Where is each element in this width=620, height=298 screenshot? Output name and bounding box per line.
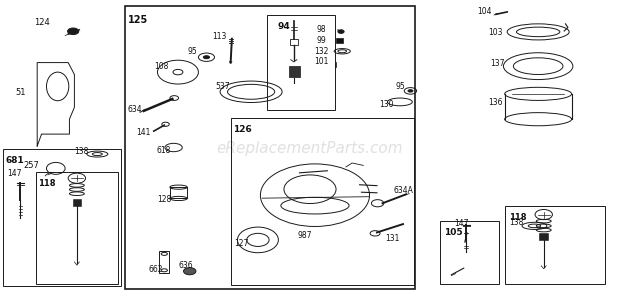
Text: 51: 51 [16,88,26,97]
Bar [159,251,169,273]
Text: 136: 136 [489,98,503,107]
Bar [336,38,343,43]
Text: 130: 130 [379,100,394,109]
Bar [290,39,298,45]
Text: 104: 104 [477,7,492,16]
Bar [231,118,414,285]
Text: 138: 138 [74,147,89,156]
Text: 95: 95 [187,47,197,56]
Text: 94: 94 [278,22,291,31]
Text: 108: 108 [154,62,168,71]
Ellipse shape [68,28,79,35]
Text: 105: 105 [444,228,463,237]
Text: 128: 128 [157,195,172,204]
Text: eReplacementParts.com: eReplacementParts.com [216,142,404,156]
Text: 99: 99 [316,36,326,45]
Text: 132: 132 [314,47,328,56]
Text: 147: 147 [7,169,22,178]
Bar [539,233,548,240]
Text: 634: 634 [127,105,142,114]
Ellipse shape [203,56,210,59]
Text: 98: 98 [316,25,326,34]
Bar [73,199,81,206]
Ellipse shape [338,30,344,33]
Text: 681: 681 [6,156,24,165]
Text: 103: 103 [489,28,503,37]
Bar [505,206,604,284]
Text: 95: 95 [396,82,405,91]
Text: 127: 127 [234,239,249,248]
Text: 257: 257 [24,162,40,170]
Text: 126: 126 [233,125,252,134]
Bar [3,149,121,286]
Bar [170,187,187,198]
Text: 662: 662 [149,265,163,274]
Bar [267,15,335,110]
Text: 636: 636 [179,261,193,270]
Text: 101: 101 [314,57,328,66]
Text: 131: 131 [386,234,400,243]
Text: 118: 118 [38,179,56,187]
Bar [289,66,300,77]
Text: 125: 125 [128,15,148,25]
Text: 987: 987 [298,231,312,240]
Text: 124: 124 [34,18,50,27]
Text: 537: 537 [216,82,231,91]
Text: 147: 147 [454,219,469,228]
Bar [125,6,415,289]
Ellipse shape [408,90,413,92]
Text: 137: 137 [490,59,504,68]
Bar [36,172,118,284]
Bar [440,221,499,284]
Ellipse shape [184,268,196,275]
Text: 113: 113 [213,32,227,41]
Text: 141: 141 [136,128,151,137]
Text: 618: 618 [156,146,171,155]
Text: 118: 118 [509,213,526,222]
Text: 138: 138 [510,218,524,227]
Text: 634A: 634A [393,186,413,195]
